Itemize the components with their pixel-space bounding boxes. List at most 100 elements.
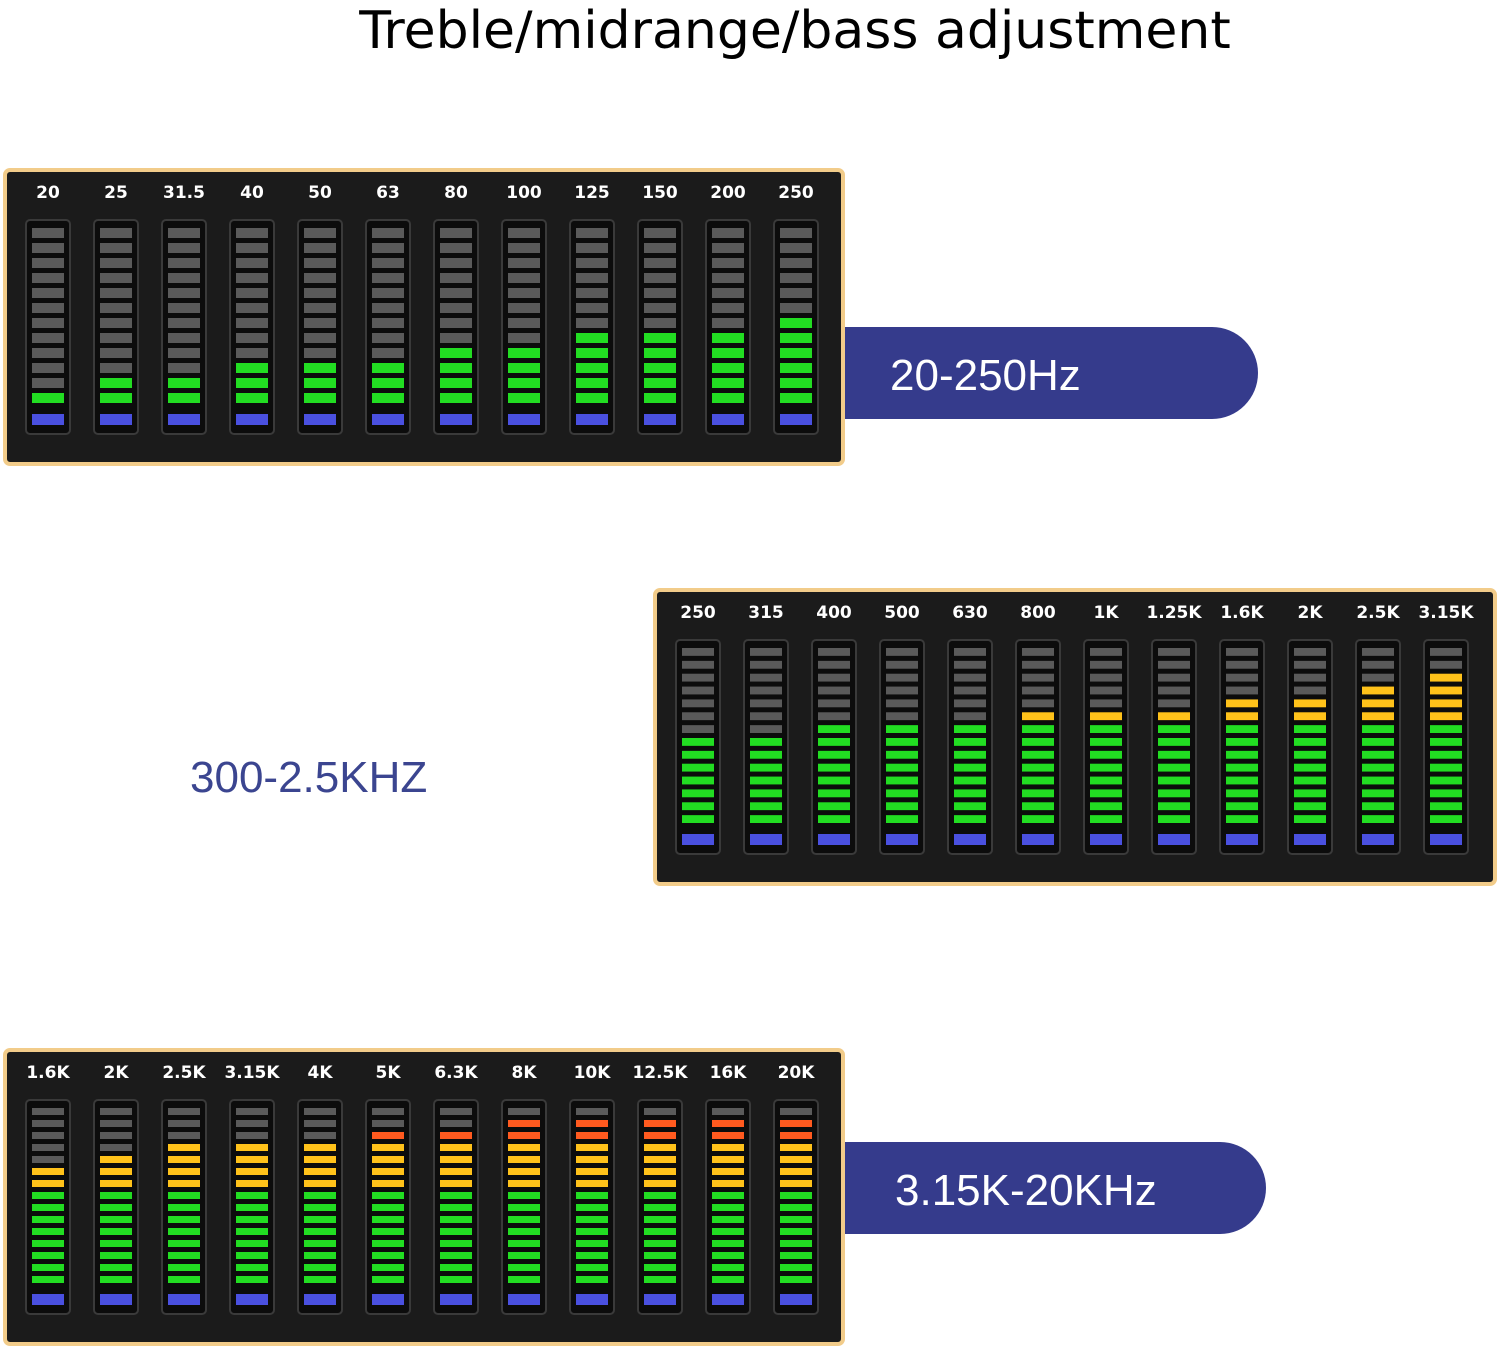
segment-on [780,393,812,403]
segment-off [236,243,268,253]
segment-on [644,1156,676,1163]
level [304,1144,336,1283]
segment-off [508,303,540,313]
level [750,738,782,823]
segment-on [304,378,336,388]
segment-off [440,1120,472,1127]
segment-on [168,1168,200,1175]
segment-off [100,273,132,283]
segment-on [304,1240,336,1247]
segment-on [1430,789,1462,798]
segment-on [682,802,714,811]
level [100,378,132,403]
segment-on [372,393,404,403]
segment-off [32,1144,64,1151]
segment-on [100,378,132,388]
segment-on [100,1216,132,1223]
segment-on [372,1252,404,1259]
segment-on [236,1192,268,1199]
segment-off [508,288,540,298]
eq-panel: 20 25 31.5 40 50 63 80 100 125 150 200 250 [3,168,845,466]
segment-on [236,1168,268,1175]
segment-off [304,348,336,358]
segment-off [440,258,472,268]
meter-base [576,414,608,425]
segment-on [712,378,744,388]
band-label: 200 [710,183,746,203]
segment-on [644,1228,676,1235]
segment-on [750,815,782,823]
meter-base [440,1294,472,1305]
segment-off [236,318,268,328]
level [168,378,200,403]
segment-off [750,725,782,733]
meter-base [1294,834,1326,845]
segment-on [304,1144,336,1151]
segment-on [780,1240,812,1247]
segment-on [644,348,676,358]
segment-on [440,1252,472,1259]
segment-on [508,1264,540,1271]
level [712,333,744,403]
segment-off [682,725,714,733]
level [1362,686,1394,823]
segment-off [954,660,986,669]
segment-off [1294,660,1326,669]
segment-on [440,1240,472,1247]
segment-on [168,1216,200,1223]
segment-off [100,333,132,343]
segment-on [576,363,608,373]
segment-on [32,1228,64,1235]
segment-on [236,1264,268,1271]
segment-on [1294,699,1326,708]
segment-off [168,348,200,358]
range-label: 300-2.5KHZ [190,753,427,802]
meter-base [304,414,336,425]
segment-on [1430,699,1462,708]
segment-on [1430,776,1462,785]
segment-on [780,1192,812,1199]
segment-off [168,273,200,283]
segment-on [1158,802,1190,811]
segment-off [100,288,132,298]
range-pill [835,1142,1266,1234]
band-label: 16K [710,1063,748,1083]
band-label: 250 [680,603,716,623]
segment-on [644,333,676,343]
segment-on [440,1192,472,1199]
band-label: 630 [952,603,988,623]
segment-off [1158,673,1190,682]
segment-off [682,686,714,695]
segment-on [750,802,782,811]
segment-on [1158,815,1190,823]
segment-on [1294,802,1326,811]
meter-base [780,1294,812,1305]
segment-on [1022,776,1054,785]
segment-off [236,258,268,268]
segment-off [1022,673,1054,682]
segment-off [372,228,404,238]
segment-on [712,393,744,403]
segment-off [1022,648,1054,656]
segment-on [576,1240,608,1247]
segment-on [304,363,336,373]
segment-off [372,288,404,298]
segment-on [1226,789,1258,798]
level [32,393,64,403]
segment-on [508,1132,540,1139]
segment-on [780,1120,812,1127]
band-label: 1K [1093,603,1119,623]
band-label: 2K [103,1063,129,1083]
segment-on [576,1228,608,1235]
segment-off [236,288,268,298]
segment-on [886,738,918,746]
segment-off [100,228,132,238]
segment-on [780,363,812,373]
segment-off [682,648,714,656]
segment-off [236,333,268,343]
segment-off [750,712,782,721]
segment-off [304,303,336,313]
segment-on [100,1264,132,1271]
segment-off [440,273,472,283]
segment-on [440,1180,472,1187]
